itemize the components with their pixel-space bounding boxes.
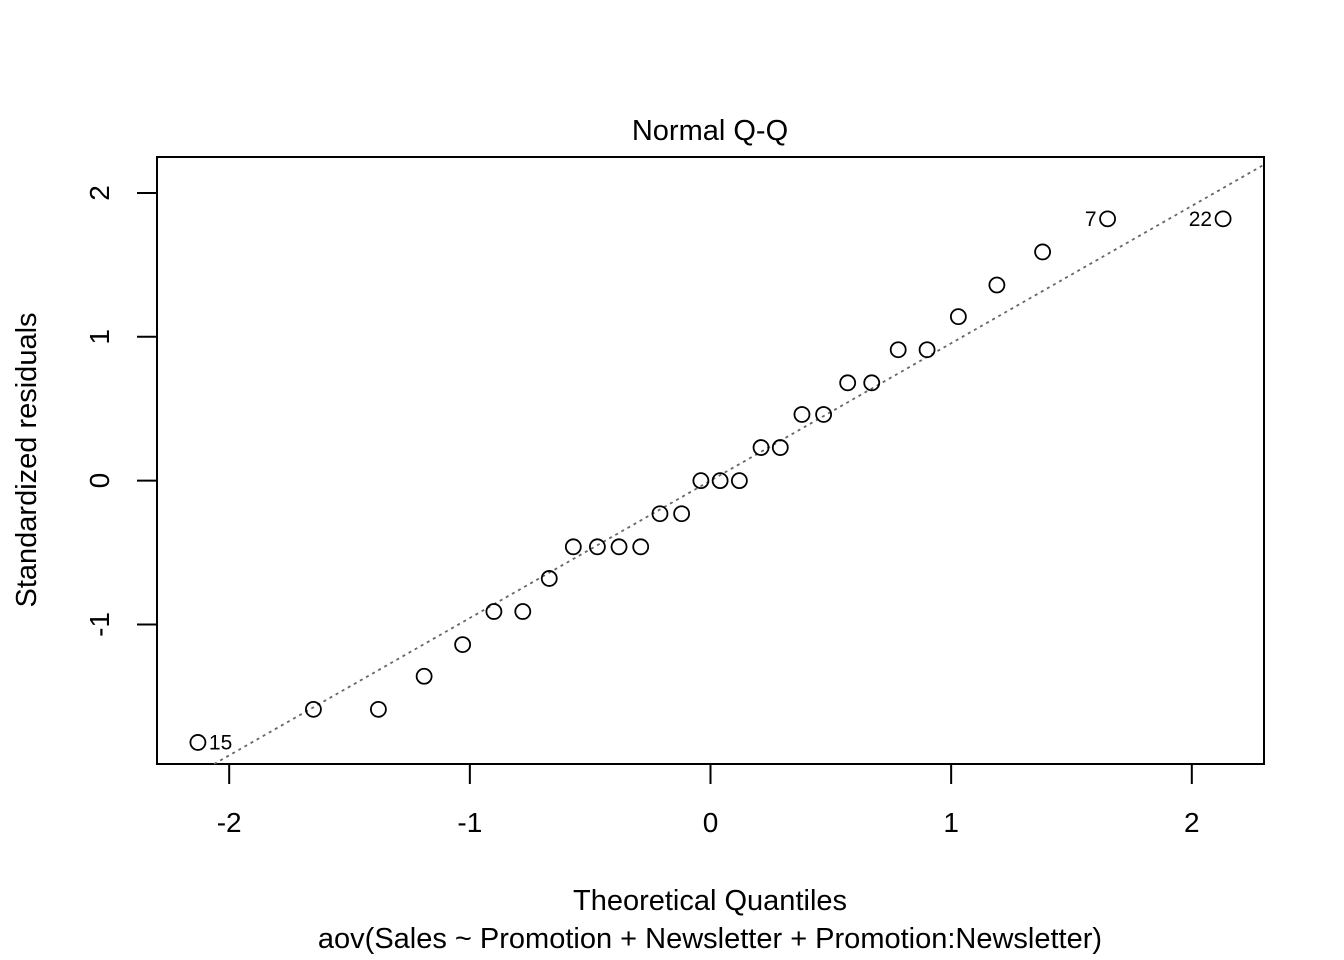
data-point [1034,243,1051,261]
data-point [949,308,967,326]
data-point [815,406,833,423]
x-axis-label: Theoretical Quantiles [573,885,847,917]
data-point [863,374,881,392]
x-tick-label: 0 [703,807,719,838]
data-point [588,538,606,556]
x-tick-label: -1 [457,807,482,838]
y-axis-label: Standardized residuals [11,312,43,607]
y-tick-label: 2 [84,185,115,201]
data-point [514,603,532,620]
data-point [673,505,691,523]
x-axis: -2 -1 0 1 2 [217,763,1200,838]
data-point [610,538,628,556]
y-tick-label: 1 [84,329,115,345]
y-tick-label: -1 [84,612,115,637]
x-tick-label: 2 [1184,807,1200,838]
chart-title: Normal Q-Q [632,115,788,147]
data-point [752,439,770,456]
data-point [839,374,857,392]
data-point [189,734,207,751]
data-point [711,472,729,490]
x-tick-label: 1 [943,807,959,838]
data-point [988,276,1006,294]
y-tick-label: 0 [84,473,115,489]
data-point [918,341,936,359]
data-point [454,636,472,654]
data-point [632,538,650,556]
reference-line [213,163,1265,765]
data-point [889,341,907,359]
data-point [692,472,710,490]
data-point [305,700,322,718]
chart-subtitle: aov(Sales ~ Promotion + Newsletter + Pro… [318,923,1102,955]
data-point [415,667,433,685]
point-label: 7 [1085,208,1097,231]
data-point [793,406,811,423]
x-tick-label: -2 [217,807,242,838]
point-label: 22 [1189,208,1212,231]
data-point [369,700,387,718]
data-point [730,472,748,490]
plot-frame [156,156,1265,765]
data-point [651,505,669,523]
data-point [1214,210,1232,228]
data-point [1099,210,1116,228]
reference-line-layer [213,163,1265,765]
data-point [485,603,503,620]
point-label: 15 [209,731,232,754]
y-axis: -1 0 1 2 [84,185,158,637]
data-point [540,570,558,587]
data-point [564,538,582,556]
points-layer: 15 7 22 [189,208,1232,754]
data-point [771,439,789,456]
